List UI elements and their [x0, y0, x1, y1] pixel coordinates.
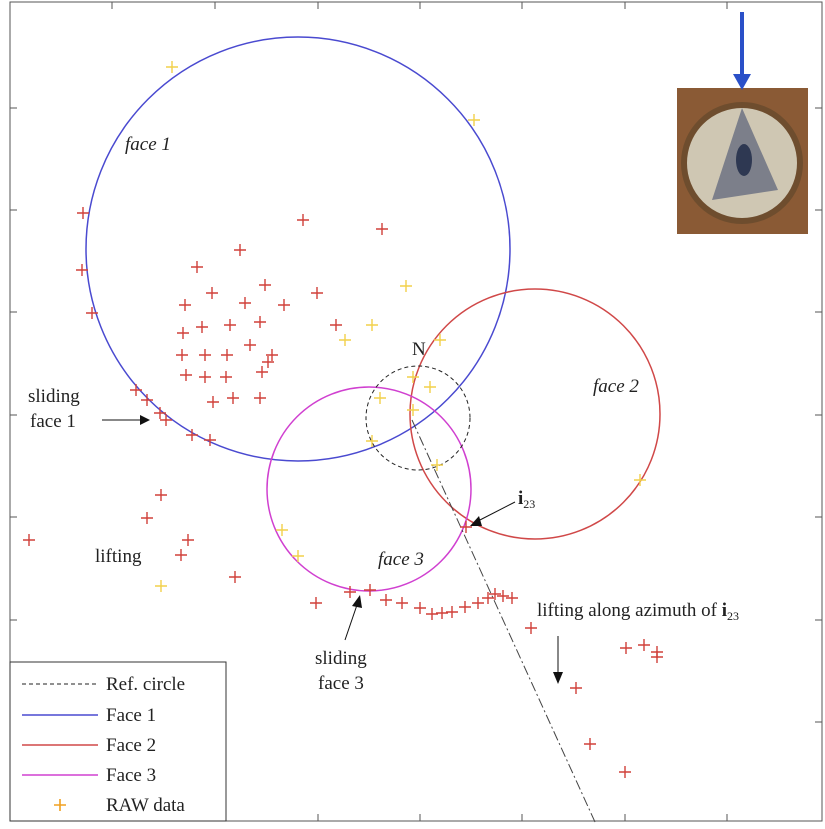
subscript: 23 — [727, 609, 739, 623]
subscript: 23 — [523, 497, 535, 511]
annotation: face 3 — [318, 673, 364, 694]
figure: face 1 face 2 face 3 N sliding face 1 li… — [0, 0, 825, 824]
annotation: lifting — [95, 546, 142, 567]
text: lifting along azimuth of — [537, 600, 722, 621]
legend-label: RAW data — [106, 795, 185, 816]
legend: Ref. circle Face 1 Face 2 Face 3 RAW dat… — [10, 662, 226, 821]
legend-label: Face 3 — [106, 765, 156, 786]
annotation: sliding — [28, 386, 80, 407]
annotation: N — [412, 339, 426, 360]
annotation: face 1 — [125, 134, 171, 155]
annotation: lifting along azimuth of i23 — [537, 600, 739, 623]
annotation: face 3 — [378, 549, 424, 570]
legend-label: Face 1 — [106, 705, 156, 726]
annotation: face 1 — [30, 411, 76, 432]
legend-label: Face 2 — [106, 735, 156, 756]
annotation: face 2 — [593, 376, 639, 397]
legend-label: Ref. circle — [106, 674, 185, 695]
annotation: sliding — [315, 648, 367, 669]
